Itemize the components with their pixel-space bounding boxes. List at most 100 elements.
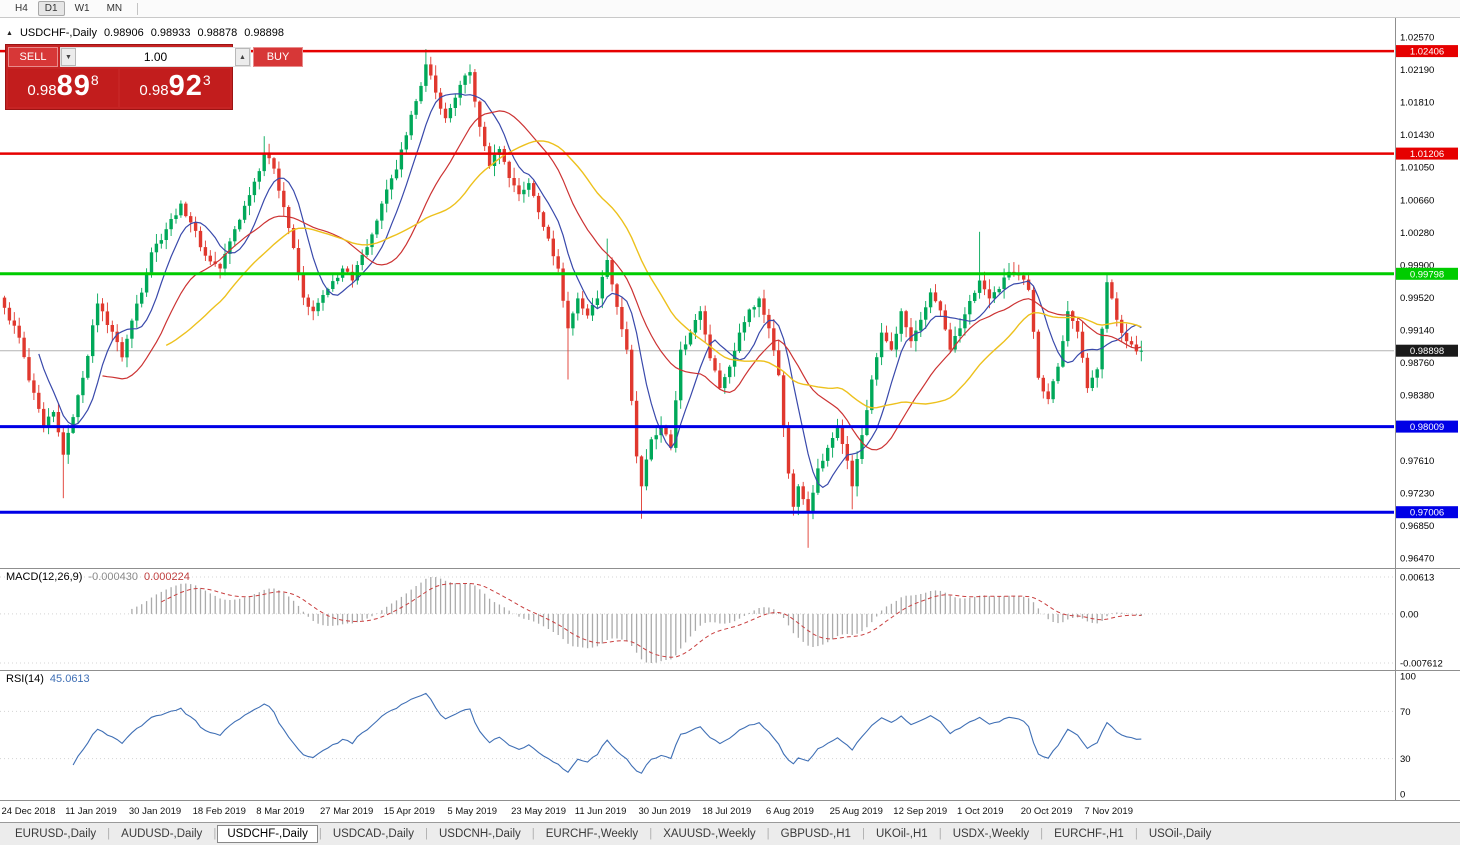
sell-button[interactable]: SELL — [8, 47, 58, 67]
svg-text:100: 100 — [1400, 672, 1416, 683]
svg-text:0.96470: 0.96470 — [1400, 554, 1434, 565]
timeframe-button-mn[interactable]: MN — [106, 3, 123, 14]
volume-up-button[interactable]: ▲ — [235, 48, 250, 66]
panel-separator[interactable] — [0, 670, 1460, 671]
svg-text:1.01050: 1.01050 — [1400, 162, 1434, 173]
svg-text:1.00660: 1.00660 — [1400, 196, 1434, 207]
date-label: 15 Apr 2019 — [383, 806, 435, 817]
close-value: 0.98898 — [244, 27, 284, 39]
open-value: 0.98906 — [103, 27, 144, 39]
symbol-period-label: USDCHF-,Daily — [19, 27, 97, 39]
date-label: 11 Jan 2019 — [65, 806, 117, 817]
svg-text:70: 70 — [1400, 707, 1411, 718]
chart-tab-eurchf-h1[interactable]: EURCHF-,H1 — [1054, 828, 1124, 840]
buy-price-display[interactable]: 0.98923 — [120, 69, 230, 107]
date-label: 20 Oct 2019 — [1020, 806, 1073, 817]
svg-text:-0.007612: -0.007612 — [1400, 659, 1443, 670]
timeframe-button-w1[interactable]: W1 — [74, 3, 90, 14]
chart-tab-usdcad-daily[interactable]: USDCAD-,Daily — [332, 828, 414, 840]
tab-separator: | — [938, 828, 942, 840]
date-label: 24 Dec 2018 — [1, 806, 56, 817]
tab-separator: | — [107, 828, 111, 840]
chart-tab-usdx-weekly[interactable]: USDX-,Weekly — [952, 828, 1030, 840]
svg-text:1.02406: 1.02406 — [1410, 47, 1444, 58]
svg-text:0.98009: 0.98009 — [1410, 422, 1444, 433]
svg-text:0.98898: 0.98898 — [1410, 346, 1444, 357]
chart-title-bar: ▲ USDCHF-,Daily 0.98906 0.98933 0.98878 … — [6, 27, 284, 39]
svg-text:1.02570: 1.02570 — [1400, 33, 1434, 44]
tab-separator: | — [213, 828, 217, 840]
svg-text:0.00: 0.00 — [1400, 609, 1419, 620]
chart-tab-eurchf-weekly[interactable]: EURCHF-,Weekly — [545, 828, 639, 840]
svg-text:1.02190: 1.02190 — [1400, 65, 1434, 76]
date-label: 18 Feb 2019 — [192, 806, 246, 817]
chart-tab-audusd-daily[interactable]: AUDUSD-,Daily — [121, 828, 203, 840]
svg-text:0.98380: 0.98380 — [1400, 390, 1434, 401]
sell-price-display[interactable]: 0.98898 — [8, 69, 118, 107]
rsi-indicator-panel[interactable]: 100 70 30 0 — [0, 670, 1460, 800]
svg-text:0.97006: 0.97006 — [1410, 508, 1444, 519]
svg-text:30: 30 — [1400, 754, 1411, 765]
date-label: 25 Aug 2019 — [829, 806, 883, 817]
date-label: 1 Oct 2019 — [957, 806, 1004, 817]
rsi-header: RSI(14) 45.0613 — [6, 673, 90, 685]
chart-tab-ukoil-h1[interactable]: UKOil-,H1 — [875, 828, 928, 840]
chart-tab-bar: EURUSD-,Daily | AUDUSD-,Daily | USDCHF-,Dail… — [0, 822, 1460, 845]
date-label: 30 Jan 2019 — [128, 806, 182, 817]
panel-separator[interactable] — [0, 568, 1460, 569]
timeframe-button-d1[interactable]: D1 — [37, 1, 65, 16]
price-chart[interactable]: 1.02570 1.02190 1.01810 1.01430 1.01050 1.006… — [0, 18, 1460, 568]
one-click-trading-panel: SELL ▼ ▲ BUY 0.98898 0.98923 — [5, 44, 303, 110]
svg-text:1.00280: 1.00280 — [1400, 228, 1434, 239]
tab-separator: | — [649, 828, 653, 840]
date-label: 5 May 2019 — [447, 806, 498, 817]
date-label: 8 Mar 2019 — [256, 806, 305, 817]
collapse-icon[interactable]: ▲ — [6, 29, 13, 37]
tab-separator: | — [766, 828, 770, 840]
date-label: 27 Mar 2019 — [320, 806, 374, 817]
tab-separator: | — [531, 828, 535, 840]
svg-text:0.00613: 0.00613 — [1400, 573, 1434, 584]
svg-text:1.01430: 1.01430 — [1400, 130, 1434, 141]
date-label: 18 Jul 2019 — [702, 806, 752, 817]
macd-indicator-panel[interactable]: 0.00613 0.00 -0.007612 — [0, 568, 1460, 670]
tab-separator: | — [1134, 828, 1138, 840]
date-label: 23 May 2019 — [511, 806, 567, 817]
macd-header: MACD(12,26,9) -0.000430 0.000224 — [6, 571, 190, 583]
volume-input[interactable] — [76, 48, 235, 66]
chart-tab-gbpusd-h1[interactable]: GBPUSD-,H1 — [780, 828, 851, 840]
date-label: 30 Jun 2019 — [638, 806, 691, 817]
chart-tab-usdchf-daily[interactable]: USDCHF-,Daily — [217, 825, 318, 843]
svg-text:0.98760: 0.98760 — [1400, 358, 1434, 369]
high-value: 0.98933 — [150, 27, 191, 39]
tab-separator: | — [318, 828, 322, 840]
timeframe-button-h4[interactable]: H4 — [15, 3, 28, 14]
buy-button[interactable]: BUY — [253, 47, 303, 67]
volume-down-button[interactable]: ▼ — [61, 48, 76, 66]
svg-text:0.96850: 0.96850 — [1400, 521, 1434, 532]
svg-text:0.97230: 0.97230 — [1400, 489, 1434, 500]
axis-separator — [0, 800, 1460, 801]
svg-text:0: 0 — [1400, 790, 1405, 801]
svg-text:0.99900: 0.99900 — [1400, 261, 1434, 272]
svg-text:0.97610: 0.97610 — [1400, 456, 1434, 467]
svg-text:1.01206: 1.01206 — [1410, 149, 1444, 160]
chart-tab-usoil-daily[interactable]: USOil-,Daily — [1148, 828, 1212, 840]
chart-tab-xauusd-weekly[interactable]: XAUUSD-,Weekly — [663, 828, 756, 840]
macd-signal-value: 0.000224 — [143, 571, 190, 583]
tab-separator: | — [424, 828, 428, 840]
buy-price-major: 0.98 — [139, 82, 169, 99]
rsi-label: RSI(14) — [6, 673, 44, 685]
svg-text:1.01810: 1.01810 — [1400, 98, 1434, 109]
buy-price-pips: 92 — [168, 70, 203, 102]
chart-tab-eurusd-daily[interactable]: EURUSD-,Daily — [15, 828, 97, 840]
price-axis-border — [1395, 18, 1396, 800]
buy-price-pipette: 3 — [202, 72, 211, 88]
chart-tab-usdcnh-daily[interactable]: USDCNH-,Daily — [438, 828, 521, 840]
toolbar-divider — [137, 2, 139, 15]
date-label: 7 Nov 2019 — [1084, 806, 1133, 817]
sell-price-pipette: 8 — [90, 72, 99, 88]
time-axis[interactable]: 24 Dec 2018 11 Jan 2019 30 Jan 2019 18 Feb … — [0, 800, 1460, 822]
volume-control: ▼ ▲ — [60, 47, 251, 67]
